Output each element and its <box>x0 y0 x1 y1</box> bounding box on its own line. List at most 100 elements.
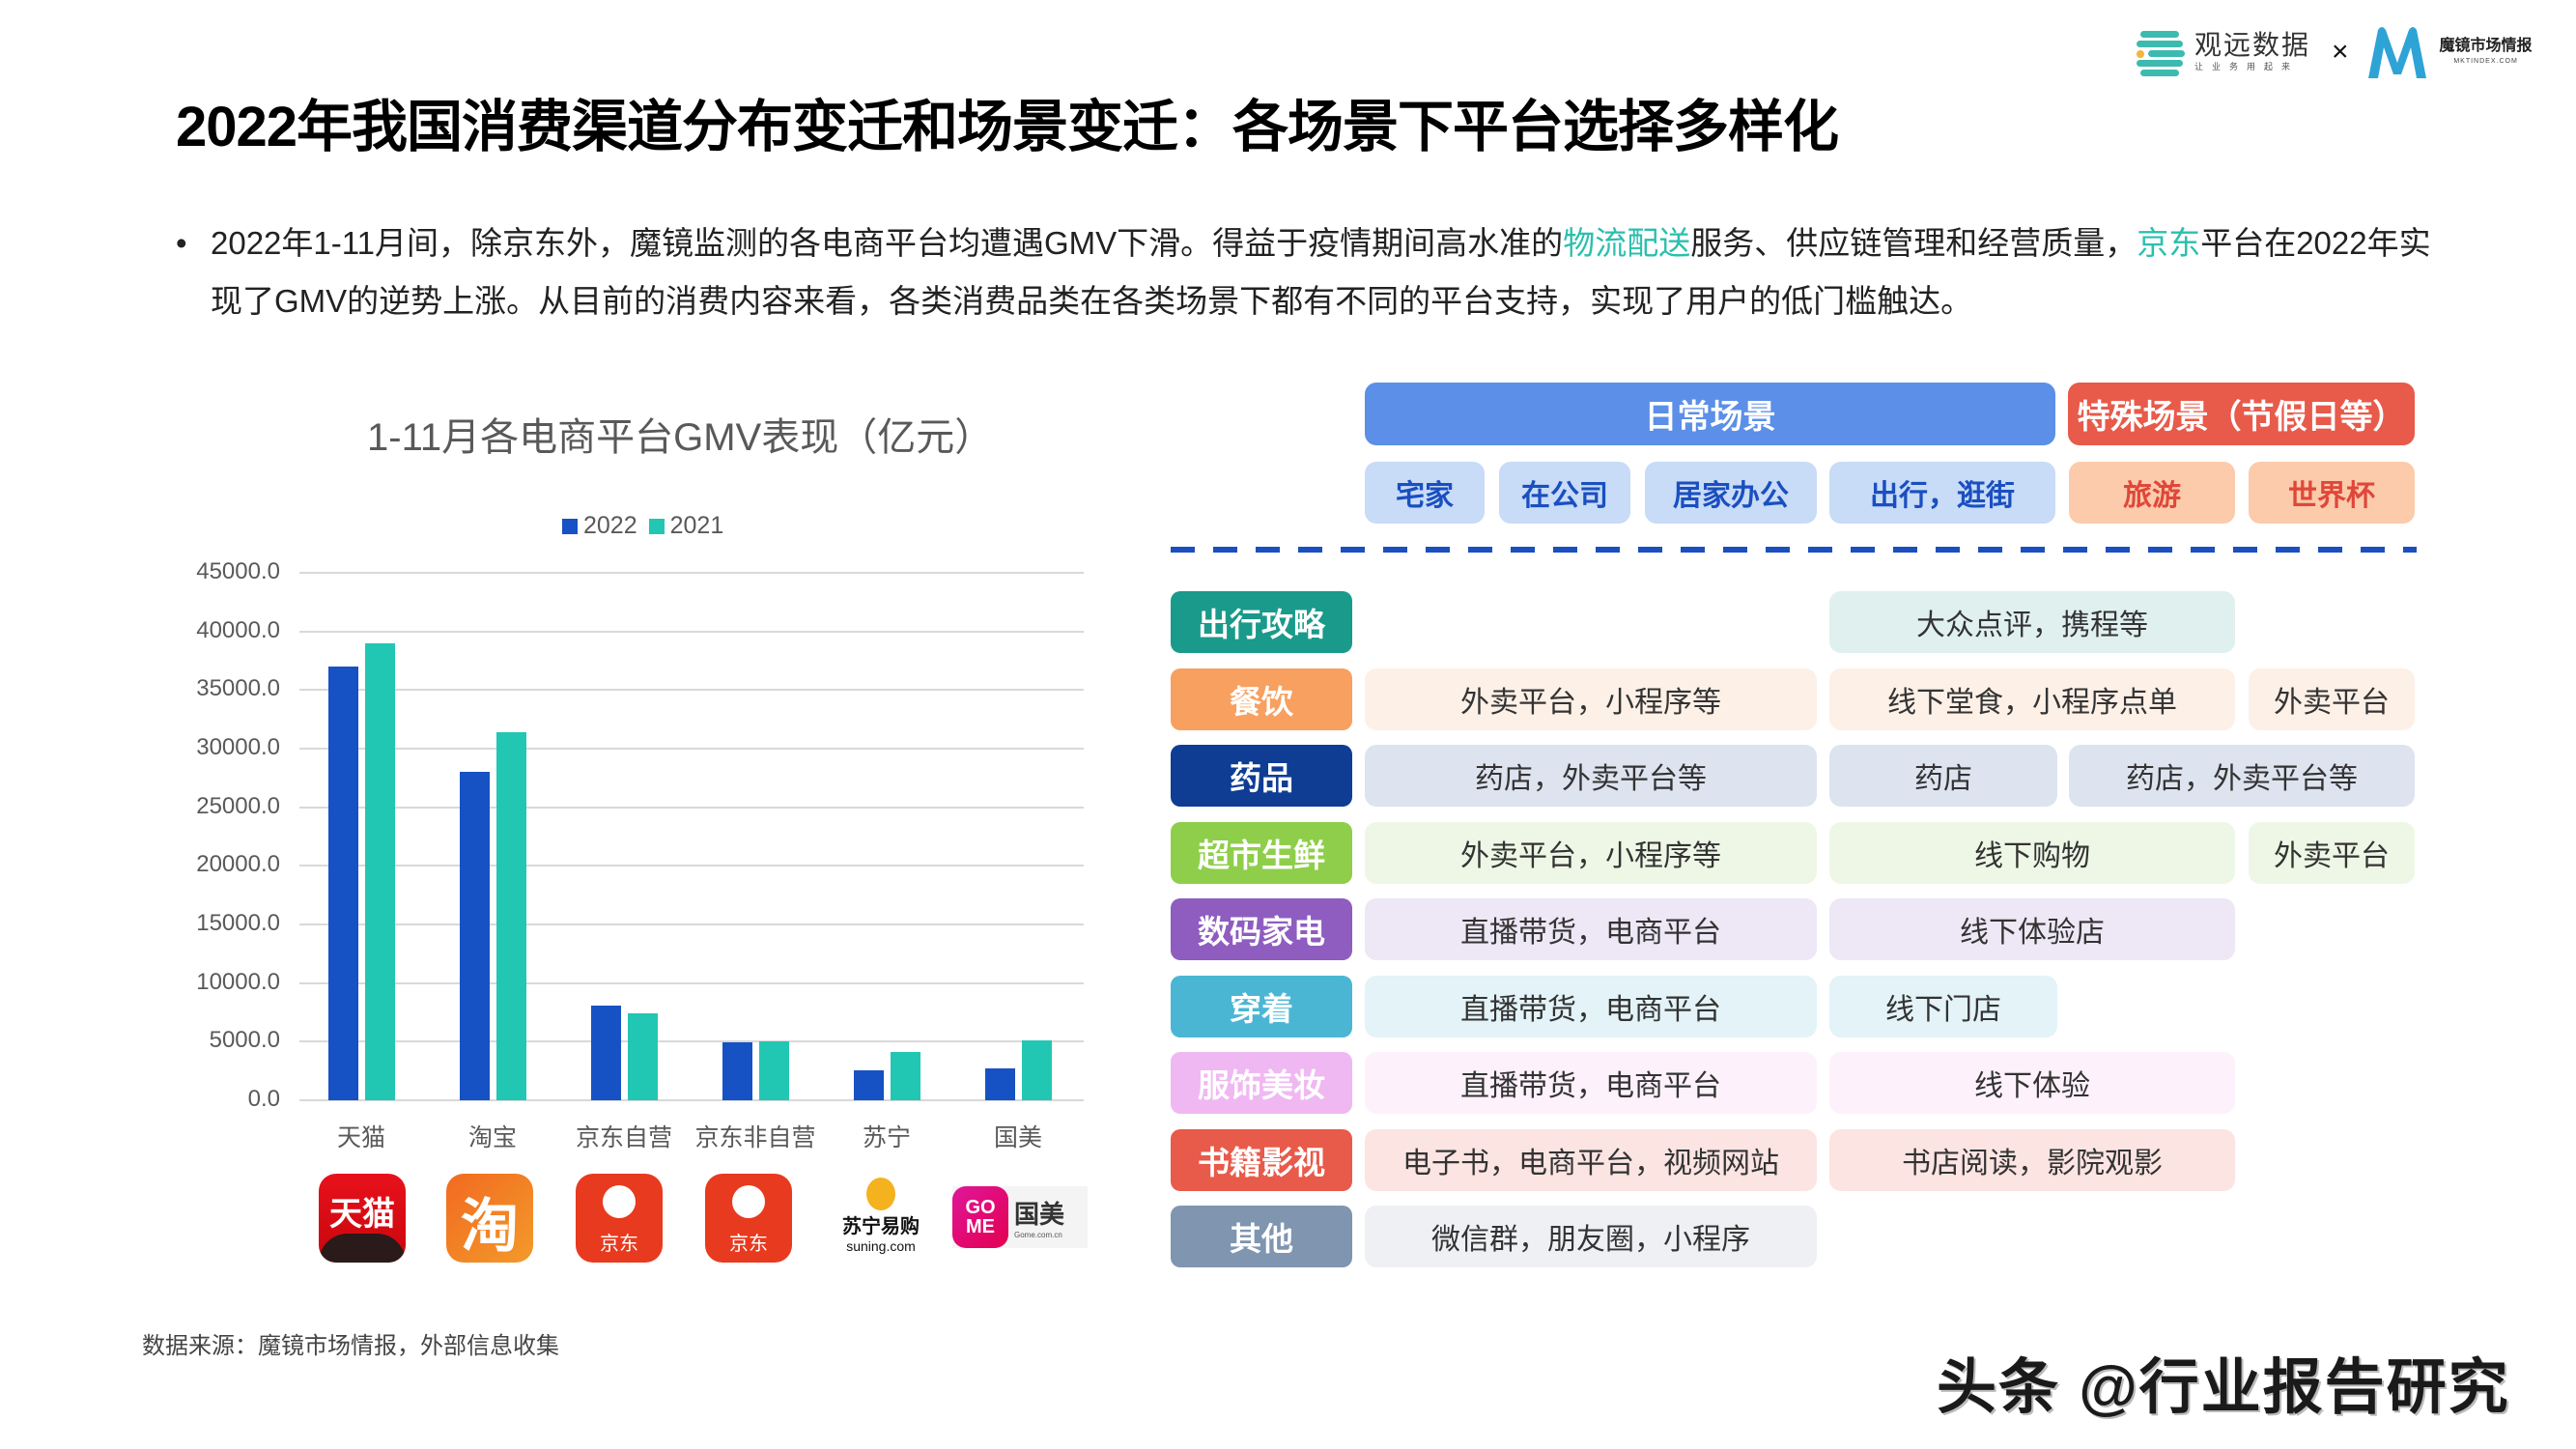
jd-nonself-logo-icon: 京东 <box>705 1174 792 1263</box>
platform-cell: 线下购物 <box>1829 821 2235 884</box>
daily-scene-header: 日常场景 <box>1365 383 2055 445</box>
highlight-jd: 京东 <box>2137 225 2201 261</box>
gridline <box>299 630 1084 633</box>
mktindex-name: 魔镜市场情报 <box>2439 38 2533 54</box>
platform-cell: 药店，外卖平台等 <box>1365 745 1817 807</box>
y-tick-label: 10000.0 <box>196 968 280 995</box>
category-label: 餐饮 <box>1171 668 1352 730</box>
category-label: 穿着 <box>1171 975 1352 1037</box>
gridline <box>299 1040 1084 1043</box>
category-label: 书籍影视 <box>1171 1128 1352 1191</box>
y-tick-label: 5000.0 <box>209 1027 280 1054</box>
category-label: 其他 <box>1171 1206 1352 1267</box>
category-label: 超市生鲜 <box>1171 821 1352 884</box>
bar-2021 <box>759 1040 789 1100</box>
guanyuan-name: 观远数据 <box>2194 30 2311 60</box>
chart-legend: 2022 2021 <box>562 512 735 540</box>
y-tick-label: 15000.0 <box>196 910 280 936</box>
guanyuan-slogan: 让业务用起来 <box>2194 62 2300 71</box>
bar-2021 <box>628 1013 658 1100</box>
platform-cell: 直播带货，电商平台 <box>1365 898 1817 960</box>
gridline <box>299 806 1084 809</box>
y-tick-label: 35000.0 <box>196 675 280 702</box>
bar-2022 <box>722 1041 752 1100</box>
bullet-dot: • <box>176 225 187 261</box>
bar-2022 <box>591 1006 621 1100</box>
platform-cell: 药店 <box>1829 745 2057 807</box>
bar-2022 <box>328 667 358 1100</box>
mktindex-url: MKTINDEX.COM <box>2453 58 2518 65</box>
y-tick-label: 45000.0 <box>196 558 280 584</box>
summary-text-2: 服务、供应链管理和经营质量， <box>1690 225 2137 261</box>
platform-cell: 线下门店 <box>1829 975 2057 1037</box>
gridline <box>299 923 1084 925</box>
bar-2021 <box>1022 1040 1052 1100</box>
gridline <box>299 572 1084 574</box>
scene-tourism: 旅游 <box>2069 462 2235 524</box>
special-scene-header: 特殊场景（节假日等） <box>2068 383 2415 445</box>
gridline <box>299 1099 1084 1101</box>
guanyuan-logo-icon <box>2135 29 2185 76</box>
platform-cell: 直播带货，电商平台 <box>1365 1052 1817 1114</box>
platform-cell: 大众点评，携程等 <box>1829 591 2235 653</box>
gridline <box>299 865 1084 867</box>
scene-travel-shopping: 出行，逛街 <box>1829 462 2055 524</box>
jd-self-logo-icon: 京东 <box>576 1174 663 1263</box>
platform-cell: 书店阅读，影院观影 <box>1829 1128 2235 1191</box>
scene-at-office: 在公司 <box>1499 462 1630 524</box>
platform-cell: 电子书，电商平台，视频网站 <box>1365 1128 1817 1191</box>
x-category-label: 天猫 <box>336 1124 385 1151</box>
platform-cell: 线下堂食，小程序点单 <box>1829 668 2235 730</box>
platform-cell: 外卖平台 <box>2249 821 2415 884</box>
gridline <box>299 981 1084 984</box>
platform-cell: 线下体验店 <box>1829 898 2235 960</box>
suning-logo-icon: 苏宁易购 suning.com <box>833 1174 929 1263</box>
platform-cell: 微信群，朋友圈，小程序 <box>1365 1206 1817 1267</box>
category-label: 服饰美妆 <box>1171 1052 1352 1114</box>
tmall-logo-icon: 天猫 <box>319 1174 406 1263</box>
legend-label-2021: 2021 <box>669 512 724 539</box>
y-tick-label: 30000.0 <box>196 734 280 760</box>
platform-cell: 直播带货，电商平台 <box>1365 975 1817 1037</box>
cross-symbol: × <box>2332 36 2349 68</box>
legend-label-2022: 2022 <box>583 512 637 539</box>
gome-logo-icon: GO ME 国美 Gome.com.cn <box>952 1186 1088 1248</box>
category-label: 药品 <box>1171 745 1352 807</box>
category-label: 数码家电 <box>1171 898 1352 960</box>
x-category-label: 京东自营 <box>575 1124 672 1151</box>
bar-2022 <box>460 772 490 1100</box>
summary-text-3: 平台在2022年实现了GMV的逆势上涨。从目前的消费内容来看，各类消费品类在各类… <box>211 225 2431 319</box>
highlight-logistics: 物流配送 <box>1563 225 1691 261</box>
legend-swatch-2021 <box>648 518 665 534</box>
watermark: 头条 @行业报告研究 <box>1937 1354 2510 1421</box>
scene-work-from-home: 居家办公 <box>1645 462 1817 524</box>
legend-swatch-2022 <box>562 518 578 534</box>
summary-bullet: • 2022年1-11月间，除京东外，魔镜监测的各电商平台均遭遇GMV下滑。得益… <box>176 214 2436 330</box>
x-category-label: 苏宁 <box>862 1124 911 1151</box>
y-tick-label: 25000.0 <box>196 792 280 819</box>
y-tick-label: 20000.0 <box>196 851 280 878</box>
category-label: 出行攻略 <box>1171 591 1352 653</box>
y-tick-label: 40000.0 <box>196 616 280 643</box>
bar-2022 <box>854 1070 884 1100</box>
platform-cell: 线下体验 <box>1829 1052 2235 1114</box>
taobao-logo-icon: 淘 <box>446 1174 533 1263</box>
platform-cell: 药店，外卖平台等 <box>2069 745 2415 807</box>
dashed-divider <box>1171 547 2417 553</box>
gridline <box>299 748 1084 750</box>
bar-2021 <box>891 1052 920 1100</box>
scene-stay-home: 宅家 <box>1365 462 1485 524</box>
page-title: 2022年我国消费渠道分布变迁和场景变迁：各场景下平台选择多样化 <box>176 96 1839 158</box>
data-source: 数据来源：魔镜市场情报，外部信息收集 <box>142 1333 559 1359</box>
scene-world-cup: 世界杯 <box>2249 462 2415 524</box>
bar-2021 <box>365 642 395 1100</box>
x-category-label: 国美 <box>993 1124 1042 1151</box>
chart-title: 1-11月各电商平台GMV表现（亿元） <box>367 416 994 459</box>
bar-2021 <box>496 732 526 1100</box>
platform-cell: 外卖平台，小程序等 <box>1365 668 1817 730</box>
y-tick-label: 0.0 <box>247 1086 280 1112</box>
summary-text-1: 2022年1-11月间，除京东外，魔镜监测的各电商平台均遭遇GMV下滑。得益于疫… <box>211 225 1564 261</box>
platform-cell: 外卖平台 <box>2249 668 2415 730</box>
gridline <box>299 689 1084 692</box>
platform-cell: 外卖平台，小程序等 <box>1365 821 1817 884</box>
